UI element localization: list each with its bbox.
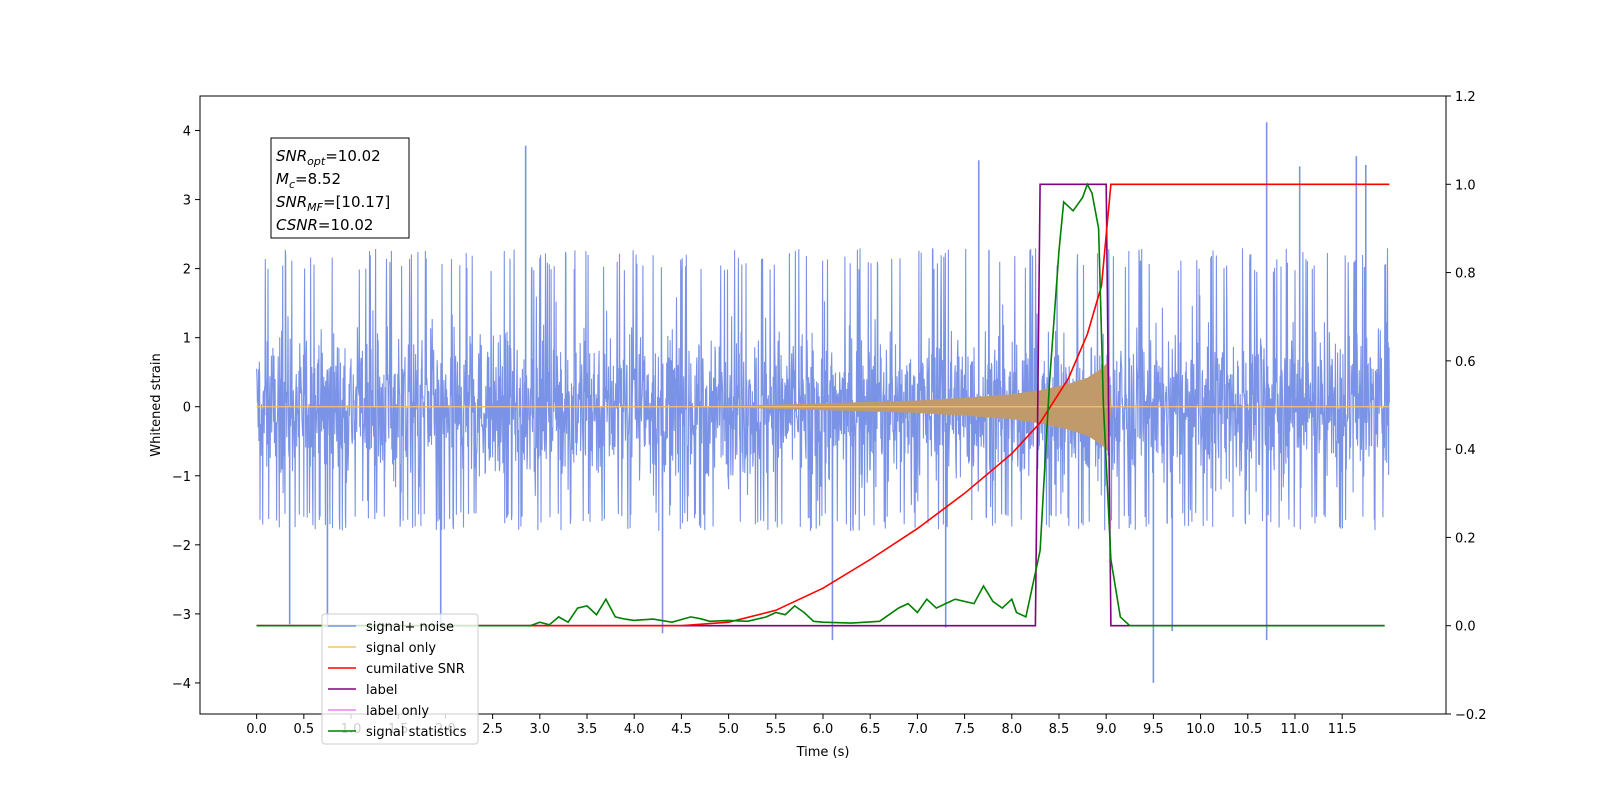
- series-signal-only: [256, 361, 1390, 452]
- x-tick-label: 7.0: [907, 722, 928, 737]
- x-tick-label: 5.0: [718, 722, 739, 737]
- x-tick-label: 6.5: [860, 722, 881, 737]
- signal-noise-line: [256, 248, 1390, 532]
- x-tick-label: 4.5: [671, 722, 692, 737]
- y2-tick-label: 1.2: [1455, 90, 1476, 105]
- x-tick-label: 8.5: [1049, 722, 1070, 737]
- y2-tick-label: 1.0: [1455, 178, 1476, 193]
- legend-entry: signal statistics: [366, 725, 467, 740]
- x-tick-label: 2.5: [482, 722, 503, 737]
- x-tick-label: 5.5: [765, 722, 786, 737]
- x-tick-label: 3.0: [529, 722, 550, 737]
- y-tick-label: 2: [183, 263, 191, 278]
- x-tick-label: 7.5: [954, 722, 975, 737]
- legend-entry: cumilative SNR: [366, 662, 465, 677]
- y-tick-label: 1: [183, 332, 191, 347]
- stats-line: SNRMF=[10.17]: [276, 193, 390, 214]
- cumulative-snr-line: [256, 183, 1390, 627]
- stats-box: [270, 137, 410, 239]
- y2-tick-label: −0.2: [1455, 708, 1487, 723]
- y-tick-label: −4: [172, 677, 191, 692]
- x-tick-label: 3.5: [577, 722, 598, 737]
- x-tick-label: 9.5: [1143, 722, 1164, 737]
- x-tick-label: 11.0: [1280, 722, 1309, 737]
- x-tick-label: 10.0: [1186, 722, 1215, 737]
- legend-entry: label: [366, 683, 397, 698]
- signal-statistics-line: [256, 182, 1385, 627]
- y-tick-label: 3: [183, 194, 191, 209]
- series-signal-noise: [256, 122, 1390, 683]
- x-tick-label: 11.5: [1328, 722, 1357, 737]
- x-tick-label: 4.0: [624, 722, 645, 737]
- y2-tick-label: 0.4: [1455, 443, 1476, 458]
- x-tick-label: 0.5: [293, 722, 314, 737]
- legend: signal+ noise signal only cumilative SNR la…: [321, 613, 479, 745]
- x-tick-label: 9.0: [1096, 722, 1117, 737]
- y-tick-label: −2: [172, 539, 191, 554]
- line-series: [256, 182, 1390, 627]
- axes: 0.00.51.01.52.02.53.03.54.04.55.05.56.06…: [172, 90, 1487, 737]
- y-tick-label: 0: [183, 401, 191, 416]
- y-tick-label: −3: [172, 608, 191, 623]
- y2-tick-label: 0.2: [1455, 531, 1476, 546]
- legend-box: [321, 613, 479, 745]
- y-tick-label: 4: [183, 125, 191, 140]
- y-axis-label: Whitened strain: [149, 353, 164, 456]
- x-tick-label: 0.0: [246, 722, 267, 737]
- x-tick-label: 6.0: [813, 722, 834, 737]
- y-tick-label: −1: [172, 470, 191, 485]
- legend-entry: signal+ noise: [366, 620, 454, 635]
- stats-line: Mc=8.52: [276, 170, 341, 191]
- x-axis-label: Time (s): [796, 745, 850, 760]
- legend-entry: signal only: [366, 641, 436, 656]
- legend-entry: label only: [366, 704, 429, 719]
- stats-line: CSNR=10.02: [276, 216, 373, 234]
- stats-line: SNRopt=10.02: [276, 147, 381, 168]
- x-tick-label: 10.5: [1233, 722, 1262, 737]
- x-tick-label: 8.0: [1001, 722, 1022, 737]
- y2-tick-label: 0.0: [1455, 620, 1476, 635]
- y2-tick-label: 0.6: [1455, 355, 1476, 370]
- y2-tick-label: 0.8: [1455, 267, 1476, 282]
